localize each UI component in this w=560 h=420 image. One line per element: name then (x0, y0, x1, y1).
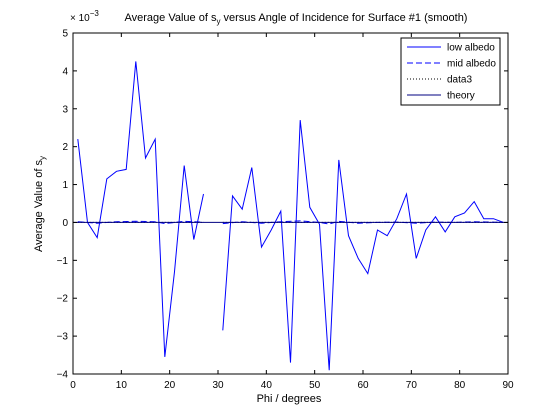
y-tick-label: 1 (62, 180, 68, 191)
y-axis-label: Average Value of sy (33, 156, 47, 252)
x-tick-label: 50 (309, 380, 321, 391)
x-tick-label: 0 (70, 380, 76, 391)
y-tick-label: −1 (57, 256, 69, 267)
x-tick-label: 60 (357, 380, 369, 391)
y-tick-label: −3 (57, 332, 69, 343)
x-tick-label: 10 (116, 380, 128, 391)
legend-label-data3: data3 (447, 75, 472, 86)
chart-title: Average Value of sy versus Angle of Inci… (125, 12, 468, 26)
y-tick-label: 3 (62, 104, 68, 115)
y-tick-label: −2 (57, 294, 69, 305)
series-low-albedo-line-segment-2 (222, 120, 504, 371)
legend-label-mid-albedo: mid albedo (447, 59, 496, 70)
legend-label-theory: theory (447, 91, 475, 102)
series-mid-albedo-line-segment-1 (77, 220, 204, 225)
y-tick-label: 5 (62, 29, 68, 40)
x-tick-label: 30 (212, 380, 224, 391)
axes-box (72, 32, 509, 375)
y-tick-label: −4 (57, 370, 69, 381)
legend: low albedo mid albedo data3 theory (400, 37, 501, 106)
x-axis-label: Phi / degrees (257, 393, 322, 405)
legend-label-low-albedo: low albedo (447, 43, 495, 54)
y-tick-label: 0 (62, 218, 68, 229)
x-tick-label: 90 (502, 380, 514, 391)
x-tick-label: 20 (164, 380, 176, 391)
x-tick-label: 80 (454, 380, 466, 391)
y-exponent-label: × 10−3 (70, 9, 99, 24)
series-low-albedo-line-segment-1 (77, 61, 204, 357)
x-tick-label: 40 (261, 380, 273, 391)
plot-area: 0 10 20 30 40 50 60 70 80 90 −4 −3 −2 −1 0 1 2 3 4 5 (57, 29, 514, 392)
y-tick-label: 2 (62, 142, 68, 153)
y-tick-label: 4 (62, 66, 68, 77)
legend-box (400, 37, 501, 106)
x-tick-label: 70 (406, 380, 418, 391)
